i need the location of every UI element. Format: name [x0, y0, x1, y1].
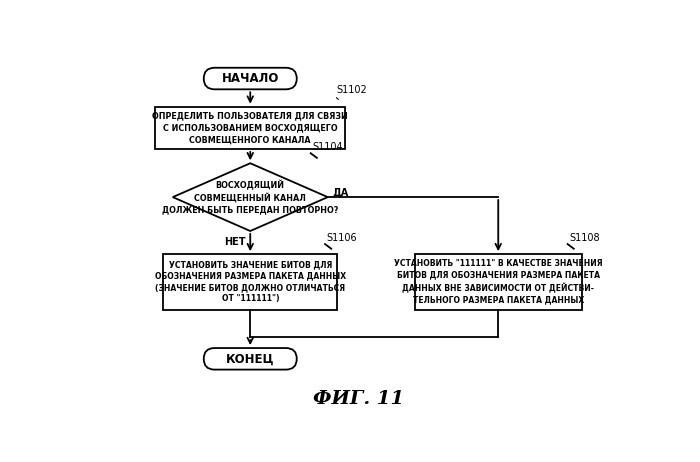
Bar — [163, 254, 337, 310]
FancyBboxPatch shape — [204, 68, 297, 89]
Text: ДА: ДА — [332, 188, 349, 197]
Text: S1106: S1106 — [327, 232, 357, 243]
Text: S1108: S1108 — [569, 232, 600, 243]
Text: ОПРЕДЕЛИТЬ ПОЛЬЗОВАТЕЛЯ ДЛЯ СВЯЗИ
С ИСПОЛЬЗОВАНИЕМ ВОСХОДЯЩЕГО
СОВМЕЩЕННОГО КАНА: ОПРЕДЕЛИТЬ ПОЛЬЗОВАТЕЛЯ ДЛЯ СВЯЗИ С ИСПО… — [153, 111, 348, 144]
Text: S1104: S1104 — [312, 142, 343, 152]
Text: КОНЕЦ: КОНЕЦ — [226, 353, 274, 365]
Text: ФИГ. 11: ФИГ. 11 — [313, 390, 405, 408]
Polygon shape — [173, 163, 328, 231]
Text: НЕТ: НЕТ — [224, 237, 246, 247]
Text: НАЧАЛО: НАЧАЛО — [222, 72, 279, 85]
Bar — [155, 107, 345, 149]
Text: УСТАНОВИТЬ ЗНАЧЕНИЕ БИТОВ ДЛЯ
ОБОЗНАЧЕНИЯ РАЗМЕРА ПАКЕТА ДАННЫХ
(ЗНАЧЕНИЕ БИТОВ : УСТАНОВИТЬ ЗНАЧЕНИЕ БИТОВ ДЛЯ ОБОЗНАЧЕНИ… — [155, 260, 346, 304]
Text: S1102: S1102 — [336, 85, 367, 95]
Text: УСТАНОВИТЬ "111111" В КАЧЕСТВЕ ЗНАЧЕНИЯ
БИТОВ ДЛЯ ОБОЗНАЧЕНИЯ РАЗМЕРА ПАКЕТА
ДАН: УСТАНОВИТЬ "111111" В КАЧЕСТВЕ ЗНАЧЕНИЯ … — [394, 259, 603, 304]
Text: ВОСХОДЯЩИЙ
СОВМЕЩЕННЫЙ КАНАЛ
ДОЛЖЕН БЫТЬ ПЕРЕДАН ПОВТОРНО?: ВОСХОДЯЩИЙ СОВМЕЩЕННЫЙ КАНАЛ ДОЛЖЕН БЫТЬ… — [162, 180, 338, 215]
FancyBboxPatch shape — [204, 348, 297, 370]
Bar — [415, 254, 582, 310]
